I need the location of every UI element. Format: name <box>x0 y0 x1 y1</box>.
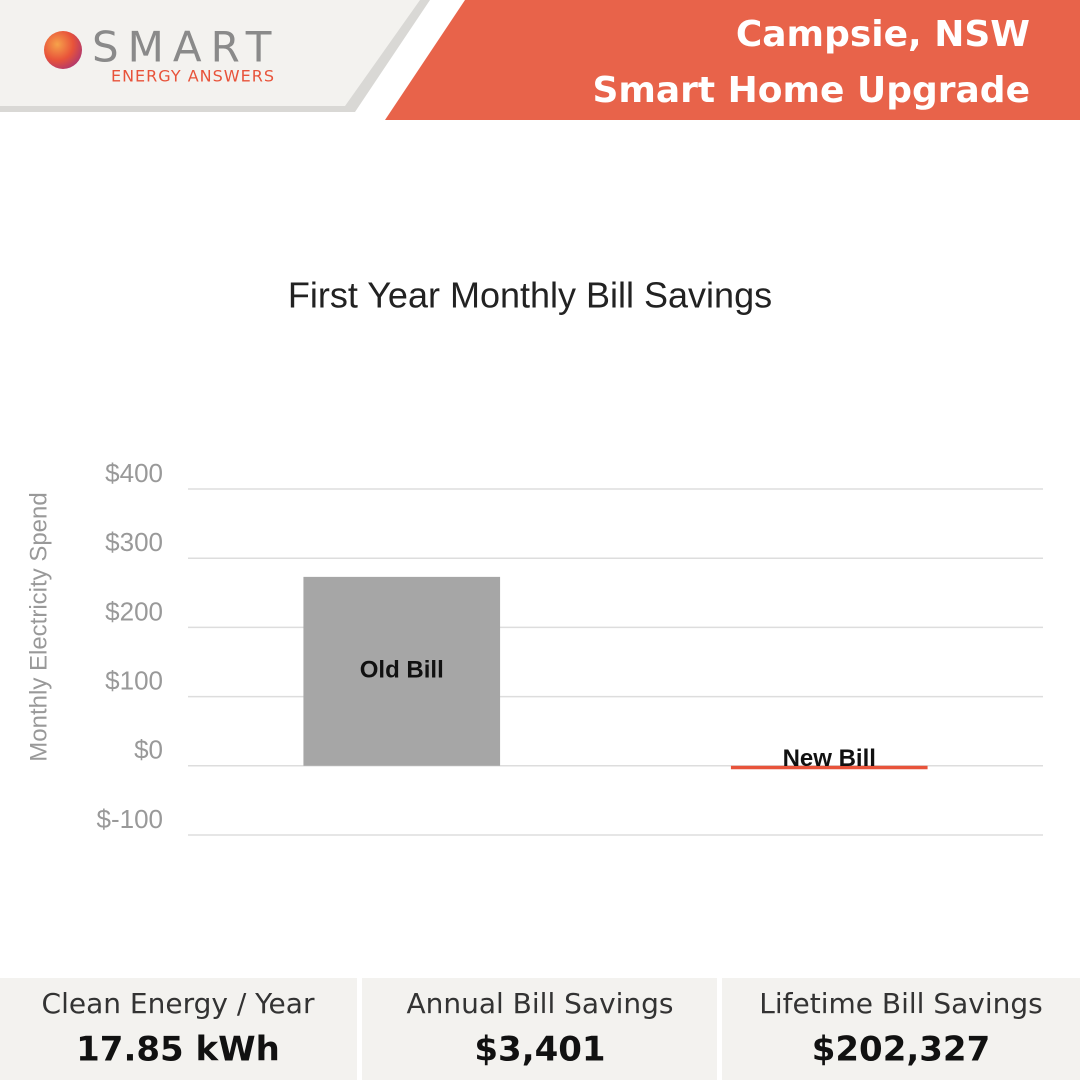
stat-label: Lifetime Bill Savings <box>759 987 1042 1020</box>
chart-title: First Year Monthly Bill Savings <box>288 275 772 316</box>
plot-area: $-100 $0 $100 $200 $300 $400 Old Bill New Bill <box>97 458 1043 836</box>
y-tick-label: $200 <box>105 596 163 626</box>
stat-label: Clean Energy / Year <box>42 987 315 1020</box>
logo-title: SMART <box>92 23 280 72</box>
bar-label: New Bill <box>783 745 876 772</box>
bar <box>730 765 928 770</box>
y-tick-label: $400 <box>105 458 163 488</box>
stat-box <box>722 978 1080 1080</box>
stat-label: Annual Bill Savings <box>406 987 673 1020</box>
project: Smart Home Upgrade <box>592 70 1030 111</box>
y-tick-label: $300 <box>105 527 163 557</box>
y-tick-label: $-100 <box>97 804 164 834</box>
stat-value: $3,401 <box>474 1030 605 1070</box>
bar <box>303 576 501 766</box>
logo-panel <box>0 0 420 106</box>
header-banner <box>385 0 1080 120</box>
y-axis-label: Monthly Electricity Spend <box>25 492 52 761</box>
stat-value: $202,327 <box>812 1030 991 1070</box>
logo-subtitle: ENERGY ANSWERS <box>111 67 275 86</box>
y-tick-label: $0 <box>134 735 163 765</box>
logo-orb <box>44 31 82 69</box>
y-tick-label: $100 <box>105 665 163 695</box>
stat-box <box>362 978 717 1080</box>
stat-value: 17.85 kWh <box>76 1030 280 1070</box>
location: Campsie, NSW <box>736 14 1030 55</box>
stats: Clean Energy / Year 17.85 kWh Annual Bill … <box>42 987 1043 1070</box>
bar-label: Old Bill <box>360 657 444 684</box>
stat-box <box>0 978 357 1080</box>
